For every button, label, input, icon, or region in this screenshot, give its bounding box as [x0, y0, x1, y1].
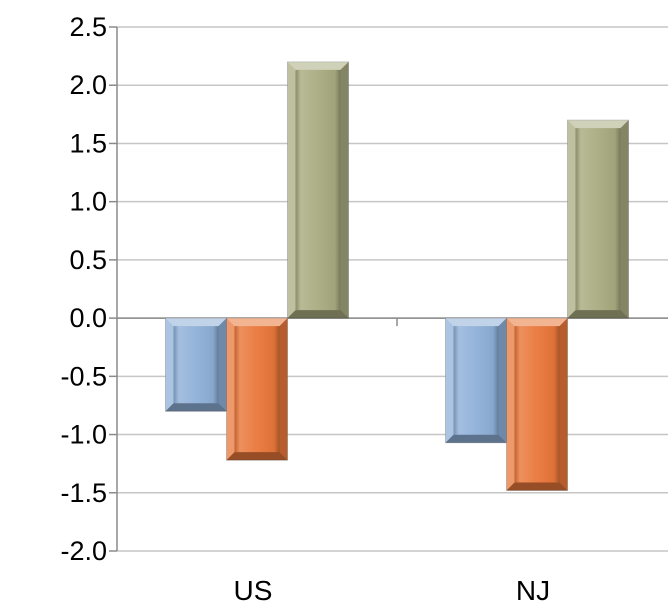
bar-bevel-top [287, 61, 349, 70]
bars [165, 61, 629, 491]
bar-bevel-left [287, 61, 296, 319]
bar-bevel-right [340, 61, 349, 319]
bar-bevel-right [218, 318, 227, 412]
x-category-labels: US NJ [234, 575, 551, 606]
y-tick-label: -1.5 [60, 478, 107, 508]
bar-bevel-right [559, 318, 568, 491]
y-tick-label: 2.5 [69, 12, 107, 42]
bar-bevel-bottom [567, 310, 629, 319]
y-tick-label: 1.0 [69, 187, 107, 217]
bar-us-series-1 [165, 317, 227, 412]
bar-bevel-left [567, 120, 576, 319]
x-category-label: US [234, 575, 273, 606]
bar-face [295, 69, 341, 311]
bar-face [173, 326, 219, 404]
y-tick-label: -0.5 [60, 361, 107, 391]
bar-bevel-bottom [445, 434, 507, 443]
bar-nj-series-3 [567, 119, 629, 319]
y-tick-label: 2.0 [69, 70, 107, 100]
y-tick-label: -2.0 [60, 536, 107, 566]
bar-nj-series-2 [506, 317, 568, 491]
bar-bevel-top [445, 318, 507, 327]
bar-bevel-bottom [226, 452, 288, 461]
bar-bevel-left [445, 318, 454, 443]
bar-bevel-top [165, 318, 227, 327]
bar-bevel-right [498, 318, 507, 443]
bar-us-series-2 [226, 317, 288, 461]
bar-bevel-bottom [506, 482, 568, 491]
y-tick-label: 0.5 [69, 245, 107, 275]
x-category-label: NJ [516, 575, 550, 606]
bar-nj-series-1 [445, 317, 507, 444]
bar-face [234, 326, 280, 453]
bar-bevel-top [567, 120, 629, 129]
y-tick-labels: -2.0 -1.5 -1.0 -0.5 0.0 0.5 1.0 1.5 2.0 2.5 [60, 12, 107, 566]
bar-face [453, 326, 499, 435]
y-tick-label: 0.0 [69, 303, 107, 333]
bar-bevel-bottom [287, 310, 349, 319]
y-tick-label: -1.0 [60, 420, 107, 450]
bar-bevel-top [506, 318, 568, 327]
bar-bevel-left [226, 318, 235, 461]
y-tick-label: 1.5 [69, 128, 107, 158]
bar-bevel-left [506, 318, 515, 491]
bar-us-series-3 [287, 61, 349, 319]
bar-bevel-top [226, 318, 288, 327]
bar-face [575, 128, 621, 311]
bar-bevel-right [620, 120, 629, 319]
bar-bevel-bottom [165, 403, 227, 412]
bar-bevel-right [279, 318, 288, 461]
bar-bevel-left [165, 318, 174, 412]
bar-face [514, 326, 560, 483]
